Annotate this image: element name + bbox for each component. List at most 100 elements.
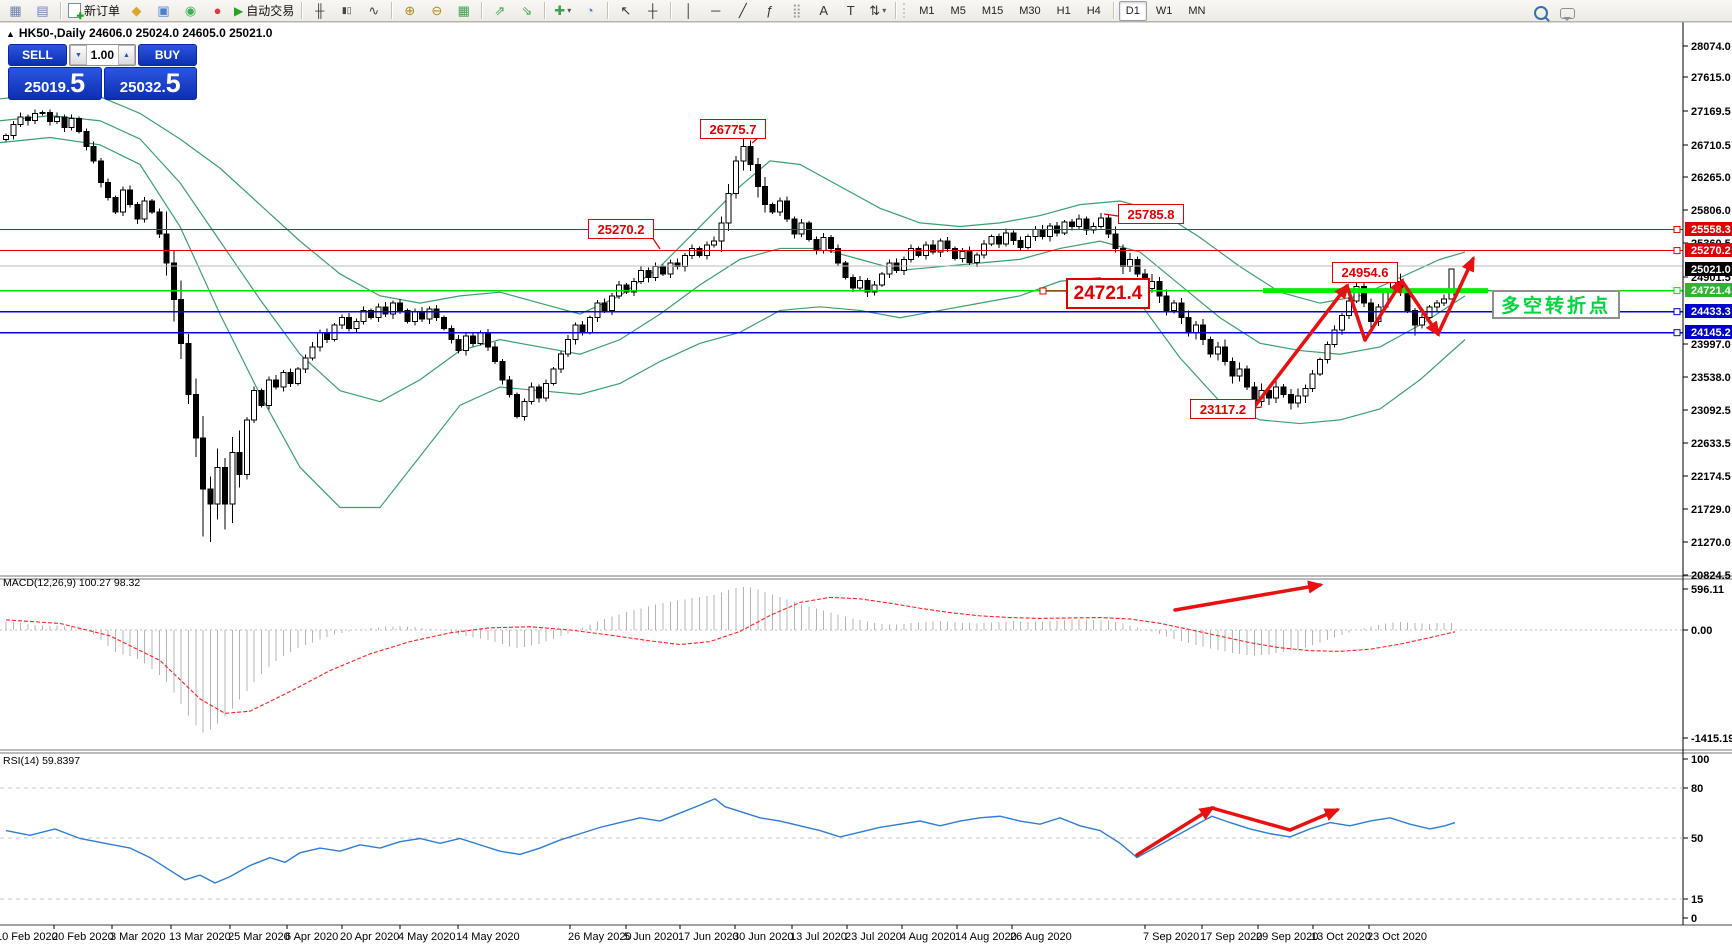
volume-input[interactable]: 1.00 (90, 48, 114, 62)
trend-arrow[interactable] (1135, 806, 1215, 857)
vline-icon[interactable]: │ (684, 3, 693, 18)
date-label[interactable]: 23 Jul 2020 (845, 931, 902, 943)
price-annotation-24721.4[interactable]: 24721.4 (1066, 278, 1150, 309)
bar-chart-icon[interactable]: ╫ (315, 3, 325, 18)
date-label[interactable]: 13 Oct 2020 (1311, 931, 1371, 943)
price-annotation-24954.6[interactable]: 24954.6 (1332, 262, 1398, 283)
macd-axis-label[interactable]: 596.11 (1691, 584, 1724, 596)
rsi-axis-label[interactable]: 0 (1691, 913, 1697, 925)
price-tick-label[interactable]: 21729.0 (1691, 504, 1731, 516)
date-label[interactable]: 13 Jul 2020 (790, 931, 847, 943)
data-window-icon[interactable]: ▤ (36, 3, 49, 18)
price-tick-label[interactable]: 22174.5 (1691, 471, 1731, 483)
price-tick-label[interactable]: 21270.0 (1691, 537, 1731, 549)
search-icon[interactable] (1528, 3, 1553, 22)
candlestick-chart-icon[interactable]: ▮▯ (341, 5, 352, 15)
autotrade-button[interactable]: ▶ 自动交易 (234, 3, 295, 18)
price-tick-label[interactable]: 27615.0 (1691, 72, 1731, 84)
price-annotation-25270.2[interactable]: 25270.2 (588, 219, 654, 239)
macd-axis-label[interactable]: 0.00 (1691, 625, 1712, 637)
trend-arrow[interactable] (1363, 278, 1404, 342)
price-annotation-26775.7[interactable]: 26775.7 (700, 119, 766, 139)
timeframe-d1[interactable]: D1 (1118, 0, 1147, 21)
date-label[interactable]: 17 Sep 2020 (1200, 931, 1262, 943)
date-label[interactable]: 23 Oct 2020 (1367, 931, 1427, 943)
label-icon[interactable]: T (846, 3, 855, 18)
date-label[interactable]: 20 Feb 2020 (52, 931, 114, 943)
turning-point-annotation[interactable]: 多空转折点 (1492, 290, 1620, 319)
new-order-button[interactable]: 新订单 (66, 1, 122, 21)
date-label[interactable]: 17 Jun 2020 (678, 931, 739, 943)
arrows-icon[interactable]: ⇅ ▾ (869, 3, 887, 18)
trend-arrow[interactable] (1345, 284, 1367, 342)
hline-handle[interactable] (1673, 247, 1681, 255)
price-label-handle[interactable] (1039, 287, 1047, 295)
terminal-icon[interactable]: ▣ (157, 3, 170, 18)
hline-handle[interactable] (1673, 226, 1681, 234)
timeframe-m15[interactable]: M15 (981, 4, 1004, 17)
date-label[interactable]: 13 Mar 2020 (169, 931, 231, 943)
date-label[interactable]: 26 Aug 2020 (1010, 931, 1072, 943)
date-label[interactable]: 5 Jun 2020 (624, 931, 678, 943)
line-chart-icon[interactable]: ∿ (368, 3, 380, 18)
new-chart-icon[interactable]: ✚ ▾ (554, 3, 572, 18)
indicators-icon[interactable]: ⇗ (494, 3, 506, 18)
price-annotation-23117.2[interactable]: 23117.2 (1190, 399, 1256, 419)
hline-handle[interactable] (1673, 287, 1681, 295)
macd-axis-label[interactable]: -1415.19 (1691, 733, 1732, 745)
hline-icon[interactable]: ─ (711, 3, 721, 18)
chart-window-icon[interactable]: ▦ (9, 3, 22, 18)
date-label[interactable]: 10 Feb 2020 (0, 931, 58, 943)
trend-arrow[interactable] (1253, 283, 1350, 408)
buy-price-button[interactable]: 25032. 5 (103, 67, 197, 100)
indicator-windows-icon[interactable]: ⇘ (521, 3, 533, 18)
zoom-in-icon[interactable]: ⊕ (404, 3, 416, 18)
volume-up-button[interactable]: ▲ (118, 45, 135, 65)
fibonacci-icon[interactable]: ƒ (766, 3, 774, 18)
price-tick-label[interactable]: 23092.5 (1691, 405, 1731, 417)
date-label[interactable]: 7 Sep 2020 (1143, 931, 1199, 943)
price-tick-label[interactable]: 20824.5 (1691, 570, 1731, 582)
date-label[interactable]: 26 May 2020 (568, 931, 632, 943)
date-label[interactable]: 4 May 2020 (398, 931, 455, 943)
rsi-axis-label[interactable]: 50 (1691, 833, 1703, 845)
price-tick-label[interactable]: 22633.5 (1691, 438, 1731, 450)
date-label[interactable]: 3 Mar 2020 (110, 931, 166, 943)
price-tick-label[interactable]: 23997.0 (1691, 339, 1731, 351)
timeframe-w1[interactable]: W1 (1155, 4, 1173, 17)
zoom-out-icon[interactable]: ⊖ (431, 3, 443, 18)
price-annotation-25785.8[interactable]: 25785.8 (1118, 204, 1184, 224)
sell-price-button[interactable]: 25019. 5 (8, 67, 102, 100)
trend-arrow[interactable] (1173, 580, 1324, 612)
date-label[interactable]: 14 Aug 2020 (955, 931, 1017, 943)
text-icon[interactable]: A (819, 3, 829, 18)
buy-button[interactable]: BUY (138, 44, 197, 66)
timeframe-mn[interactable]: MN (1188, 4, 1206, 17)
trend-arrow[interactable] (1436, 255, 1475, 336)
timeframe-m30[interactable]: M30 (1019, 4, 1041, 17)
price-tick-label[interactable]: 26265.0 (1691, 172, 1731, 184)
trend-arrow[interactable] (1288, 808, 1341, 832)
timeframe-m5[interactable]: M5 (950, 4, 966, 17)
price-tick-label[interactable]: 25806.0 (1691, 205, 1731, 217)
chat-icon[interactable] (1555, 4, 1580, 23)
date-label[interactable]: 29 Sep 2020 (1256, 931, 1318, 943)
price-tick-label[interactable]: 26710.5 (1691, 140, 1731, 152)
trendline-icon[interactable]: ╱ (738, 3, 747, 18)
period-icon[interactable]: ◔ (585, 3, 594, 18)
date-label[interactable]: 30 Jun 2020 (733, 931, 794, 943)
price-tick-label[interactable]: 28074.0 (1691, 41, 1731, 53)
date-label[interactable]: 4 Aug 2020 (900, 931, 956, 943)
timeframe-m1[interactable]: M1 (919, 4, 935, 17)
rsi-axis-label[interactable]: 80 (1691, 783, 1703, 795)
cursor-icon[interactable]: ↖ (620, 3, 632, 18)
news-icon[interactable]: ● (213, 3, 222, 18)
timeframe-h4[interactable]: H4 (1086, 4, 1101, 17)
volume-down-button[interactable]: ▼ (70, 45, 87, 65)
grid-icon[interactable]: ⣿ (792, 3, 802, 18)
tile-windows-icon[interactable]: ▦ (457, 3, 470, 18)
crosshair-icon[interactable]: ┼ (648, 3, 658, 18)
signals-icon[interactable]: ◉ (184, 3, 197, 18)
sell-button[interactable]: SELL (8, 44, 67, 66)
